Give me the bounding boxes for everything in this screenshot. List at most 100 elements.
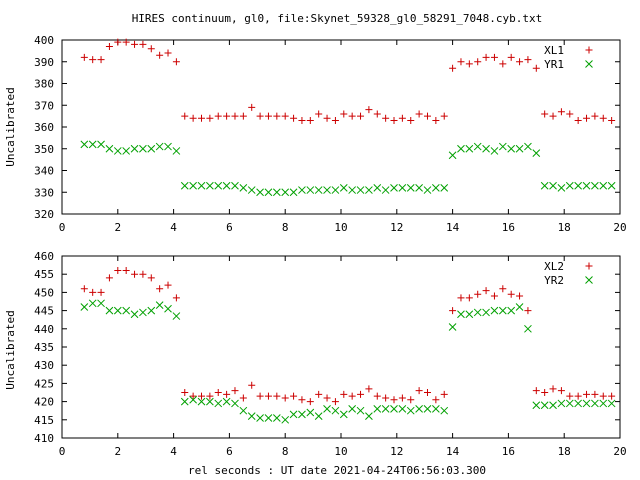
- xl1-point: [541, 110, 549, 118]
- top-x-tick-label: 4: [170, 221, 177, 234]
- xl2-point: [156, 285, 164, 293]
- yr1-point: [448, 151, 457, 160]
- yr2-point: [557, 399, 566, 408]
- legend-label-yr2: YR2: [544, 274, 564, 287]
- yr2-point: [323, 405, 331, 413]
- yr2-point: [549, 401, 557, 410]
- xl2-point: [281, 394, 289, 402]
- top-y-tick-label: 370: [34, 99, 54, 112]
- bottom-y-tick-label: 445: [34, 305, 54, 318]
- xl1-point: [198, 114, 205, 122]
- yr2-point: [306, 408, 315, 417]
- yr2-point: [490, 306, 499, 315]
- yr1-point: [415, 184, 423, 192]
- xl1-point: [80, 53, 88, 61]
- xl2-point: [97, 288, 105, 296]
- xl1-point: [348, 112, 356, 120]
- yr1-point: [498, 142, 507, 151]
- xl2-point: [264, 392, 272, 400]
- xl2-point: [423, 389, 431, 396]
- xl2-point: [541, 389, 549, 396]
- xl1-point: [415, 110, 423, 118]
- yr1-point: [139, 144, 147, 153]
- xl2-point: [574, 392, 582, 400]
- yr2-point: [448, 323, 457, 331]
- bottom-y-tick-label: 435: [34, 341, 54, 354]
- xl2-point: [231, 387, 239, 395]
- x-axis-label: rel seconds : UT date 2021-04-24T06:56:0…: [188, 464, 486, 477]
- xl2-point: [398, 394, 406, 402]
- yr1-point: [490, 147, 499, 155]
- xl2-point: [172, 294, 180, 302]
- yr1-point: [465, 144, 474, 153]
- yr2-point: [272, 414, 281, 422]
- yr2-point: [565, 399, 574, 408]
- yr1-point: [565, 181, 574, 190]
- yr1-point: [306, 186, 315, 194]
- legend-marker-xl1: [585, 46, 593, 54]
- bottom-x-tick-label: 6: [226, 445, 233, 458]
- xl2-point: [432, 396, 440, 404]
- yr1-point: [473, 142, 482, 151]
- yr2-point: [264, 414, 273, 422]
- yr1-point: [298, 186, 306, 194]
- yr2-point: [172, 312, 181, 320]
- yr1-point: [423, 186, 432, 194]
- yr2-point: [507, 306, 516, 315]
- xl2-point: [198, 392, 205, 400]
- yr2-point: [599, 399, 608, 408]
- top-x-tick-label: 16: [502, 221, 515, 234]
- yr2-point: [423, 405, 432, 413]
- xl1-point: [390, 116, 398, 124]
- xl2-point: [189, 392, 197, 400]
- xl1-point: [516, 58, 524, 66]
- yr2-point: [591, 399, 599, 408]
- yr2-point: [574, 399, 583, 408]
- yr1-point: [373, 184, 382, 192]
- yr2-point: [356, 406, 365, 415]
- xl1-point: [156, 51, 164, 59]
- top-y-tick-label: 400: [34, 34, 54, 47]
- yr1-point: [239, 184, 248, 192]
- xl2-point: [290, 392, 298, 400]
- yr1-point: [540, 181, 549, 190]
- top-y-tick-label: 330: [34, 186, 54, 199]
- yr1-point: [348, 186, 357, 194]
- yr1-point: [222, 181, 231, 190]
- yr2-point: [80, 303, 89, 311]
- xl1-point: [357, 112, 365, 120]
- xl1-point: [507, 53, 515, 61]
- bottom-x-tick-label: 10: [334, 445, 347, 458]
- yr2-point: [540, 401, 549, 410]
- xl1-point: [131, 40, 139, 48]
- yr1-point: [549, 181, 557, 190]
- yr2-point: [206, 397, 214, 406]
- top-x-tick-label: 10: [334, 221, 347, 234]
- xl1-point: [583, 114, 591, 122]
- xl2-point: [365, 385, 373, 393]
- yr1-point: [607, 181, 616, 190]
- bottom-y-tick-label: 430: [34, 359, 54, 372]
- yr1-point: [356, 186, 365, 194]
- yr2-point: [432, 405, 440, 413]
- yr2-point: [348, 405, 357, 413]
- legend-marker-yr1: [585, 60, 593, 68]
- yr2-point: [113, 306, 122, 315]
- yr2-point: [231, 399, 239, 408]
- top-x-tick-label: 8: [282, 221, 289, 234]
- yr1-point: [482, 144, 490, 153]
- yr2-point: [97, 299, 105, 308]
- xl1-point: [306, 116, 314, 124]
- xl2-point: [407, 396, 415, 404]
- bottom-x-tick-label: 20: [613, 445, 626, 458]
- bottom-x-tick-label: 2: [114, 445, 121, 458]
- yr2-point: [473, 308, 482, 317]
- xl1-point: [557, 108, 565, 116]
- xl1-point: [423, 112, 431, 120]
- xl1-point: [382, 114, 390, 122]
- legend-label-xl2: XL2: [544, 260, 564, 273]
- xl2-point: [248, 381, 256, 389]
- yr1-point: [323, 186, 331, 194]
- xl2-point: [139, 270, 147, 278]
